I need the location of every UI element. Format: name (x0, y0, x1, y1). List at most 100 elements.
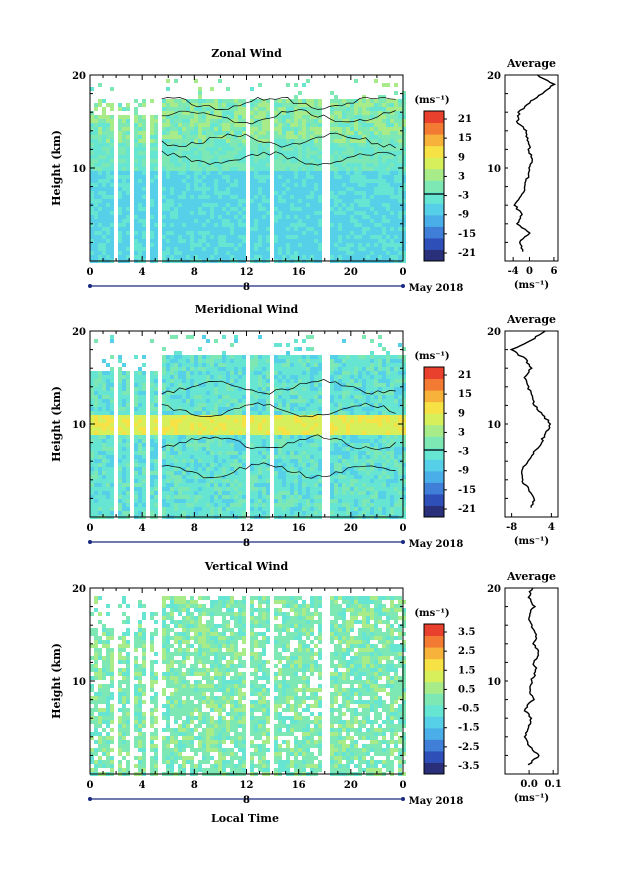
y-tick-label: 10 (72, 677, 86, 688)
colorbar-band (424, 505, 444, 518)
colorbar-band (424, 424, 444, 437)
x-tick-label: 20 (344, 267, 358, 278)
colorbar-band (424, 378, 444, 391)
colorbar-tick: 21 (458, 114, 472, 125)
colorbar-band (424, 191, 444, 204)
x-axis-label: Local Time (211, 812, 279, 825)
x-tick-label: 12 (240, 780, 254, 791)
colorbar-band (424, 624, 444, 637)
colorbar-band (424, 493, 444, 506)
colorbar-frame (423, 366, 445, 518)
x-tick-label: 0 (400, 267, 407, 278)
date-label: May 2018 (409, 283, 464, 294)
avg-y-tick: 10 (487, 420, 501, 431)
y-tick-label: 10 (72, 420, 86, 431)
x-tick-label: 0 (87, 780, 94, 791)
colorbar-tick: -3 (458, 447, 469, 458)
colorbar-band (424, 401, 444, 414)
heatmap-field (90, 79, 406, 263)
colorbar-band (424, 214, 444, 227)
colorbar-band (424, 716, 444, 729)
colorbar-band (424, 739, 444, 752)
avg-profile-line (523, 587, 540, 766)
x-tick-label: 4 (139, 267, 146, 278)
colorbar-tick: -21 (458, 504, 476, 515)
avg-unit: (ms⁻¹) (514, 793, 549, 804)
avg-unit: (ms⁻¹) (514, 280, 549, 291)
colorbar-tick: 1.5 (458, 665, 475, 676)
date-label: May 2018 (409, 796, 464, 807)
contour-lines (161, 379, 396, 479)
colorbar-band (424, 635, 444, 648)
colorbar-band (424, 122, 444, 135)
panel-title: Meridional Wind (195, 303, 299, 316)
colorbar-tick: 15 (458, 389, 472, 400)
colorbar-tick: -3 (458, 191, 469, 202)
avg-unit: (ms⁻¹) (514, 536, 549, 547)
avg-x-tick: 0 (526, 266, 533, 277)
x-tick-label: 16 (292, 780, 306, 791)
avg-title: Average (506, 313, 556, 326)
avg-x-tick: 0.0 (520, 779, 537, 790)
colorbar-unit: (ms⁻¹) (414, 351, 449, 362)
colorbar-tick: 3 (458, 427, 465, 438)
x-tick-label: 4 (139, 523, 146, 534)
avg-title: Average (506, 57, 556, 70)
colorbar-tick: 9 (458, 152, 465, 163)
y-tick-label: 10 (72, 164, 86, 175)
day-label: 8 (243, 282, 250, 293)
day-label: 8 (243, 795, 250, 806)
y-axis-label: Height (km) (50, 386, 63, 462)
y-tick-label: 20 (72, 327, 86, 338)
avg-title: Average (506, 570, 556, 583)
panel-title: Vertical Wind (204, 560, 289, 573)
x-tick-label: 20 (344, 780, 358, 791)
avg-y-tick: 10 (487, 677, 501, 688)
colorbar-tick: -3.5 (458, 761, 480, 772)
colorbar-band (424, 226, 444, 239)
colorbar-band (424, 157, 444, 170)
colorbar-band (424, 459, 444, 472)
colorbar-band (424, 413, 444, 426)
avg-y-tick: 20 (487, 71, 501, 82)
avg-y-tick: 10 (487, 164, 501, 175)
x-tick-label: 20 (344, 523, 358, 534)
colorbar-band (424, 168, 444, 181)
x-tick-label: 12 (240, 523, 254, 534)
colorbar-band (424, 237, 444, 250)
colorbar-band (424, 658, 444, 671)
colorbar-unit: (ms⁻¹) (414, 608, 449, 619)
avg-x-tick: 4 (548, 522, 555, 533)
colorbar-band (424, 704, 444, 717)
colorbar-tick: -9 (458, 210, 469, 221)
colorbar-tick: -15 (458, 229, 476, 240)
x-tick-label: 12 (240, 267, 254, 278)
panel-1: Zonal Wind 0 4 8 12 16 20 0 10 20 Height (km) 8 May … (50, 47, 559, 294)
colorbar-tick: 21 (458, 370, 472, 381)
x-tick-label: 16 (292, 523, 306, 534)
y-axis-label: Height (km) (50, 643, 63, 719)
colorbar-band (424, 681, 444, 694)
heatmap-field (90, 335, 406, 519)
avg-frame (504, 74, 559, 262)
x-tick-label: 8 (191, 267, 198, 278)
y-axis-label: Height (km) (50, 130, 63, 206)
x-tick-label: 8 (191, 780, 198, 791)
colorbar-band (424, 470, 444, 483)
avg-x-tick: 0.1 (544, 779, 561, 790)
avg-y-tick: 20 (487, 584, 501, 595)
colorbar-tick: 3.5 (458, 627, 475, 638)
avg-y-tick: 20 (487, 327, 501, 338)
colorbar-tick: -9 (458, 466, 469, 477)
colorbar-tick: 9 (458, 408, 465, 419)
x-tick-label: 0 (87, 267, 94, 278)
panel-2: Meridional Wind 0 4 8 12 16 20 0 10 20 Height (km)… (50, 303, 559, 550)
colorbar-band (424, 367, 444, 380)
x-tick-label: 8 (191, 523, 198, 534)
colorbar-unit: (ms⁻¹) (414, 95, 449, 106)
contour-lines (161, 96, 396, 166)
panel-3: Vertical Wind 0 4 8 12 16 20 0 10 20 Height (km) 8 M… (50, 560, 562, 807)
colorbar-tick: 3 (458, 171, 465, 182)
colorbar-band (424, 750, 444, 763)
colorbar-band (424, 693, 444, 706)
